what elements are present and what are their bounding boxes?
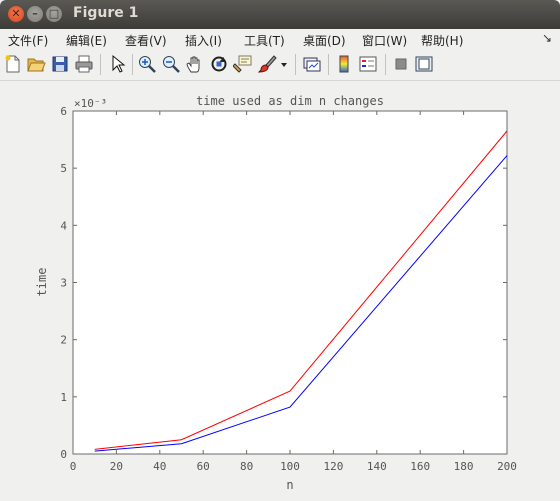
y-tick-label: 4: [60, 219, 67, 232]
menu-bar: 文件(F) 编辑(E) 查看(V) 插入(I) 工具(T) 桌面(D) 窗口(W…: [0, 29, 560, 49]
x-tick-label: 80: [240, 460, 253, 473]
title-bar: ✕ – □ Figure 1: [0, 0, 560, 29]
menu-window[interactable]: 窗口(W): [362, 32, 407, 49]
y-tick-label: 3: [60, 277, 67, 290]
y-tick-label: 1: [60, 391, 67, 404]
print-icon[interactable]: [74, 54, 94, 74]
y-axis-label: time: [35, 268, 49, 297]
menu-edit[interactable]: 编辑(E): [66, 32, 107, 49]
y-tick-label: 6: [60, 105, 67, 118]
menu-tools[interactable]: 工具(T): [244, 32, 285, 49]
x-axis-label: n: [286, 478, 293, 492]
menu-file[interactable]: 文件(F): [8, 32, 48, 49]
y-tick-label: 2: [60, 334, 67, 347]
hide-plot-tools-icon[interactable]: [391, 54, 411, 74]
x-tick-label: 60: [197, 460, 210, 473]
chart-title: time used as dim n changes: [196, 94, 384, 108]
x-tick-label: 140: [367, 460, 387, 473]
menu-help[interactable]: 帮助(H): [421, 32, 463, 49]
y-tick-label: 0: [60, 448, 67, 461]
menu-insert[interactable]: 插入(I): [185, 32, 222, 49]
toolbar-separator: [328, 54, 329, 75]
plot-canvas[interactable]: 0 20 40 60 80 100 120 140 160 180 200 0 1 2 3 4 5 6 time …: [0, 81, 560, 501]
zoom-in-icon[interactable]: [137, 54, 157, 74]
minimize-window-button[interactable]: –: [27, 6, 43, 22]
pointer-icon[interactable]: [107, 54, 127, 74]
figure-canvas[interactable]: 0 20 40 60 80 100 120 140 160 180 200 0 1 2 3 4 5 6 time …: [0, 81, 560, 501]
figure-toolbar: [0, 50, 560, 81]
toolbar-separator: [295, 54, 296, 75]
save-icon[interactable]: [50, 54, 70, 74]
window-title: Figure 1: [73, 5, 138, 21]
x-tick-label: 40: [153, 460, 166, 473]
y-axis-exponent: ×10⁻³: [74, 97, 107, 110]
show-plot-tools-icon[interactable]: [414, 54, 434, 74]
x-tick-label: 200: [497, 460, 517, 473]
toolbar-separator: [132, 54, 133, 75]
data-cursor-icon[interactable]: [233, 54, 253, 74]
y-tick-label: 5: [60, 162, 67, 175]
x-tick-label: 0: [70, 460, 77, 473]
open-file-icon[interactable]: [26, 54, 46, 74]
colorbar-icon[interactable]: [334, 54, 354, 74]
x-tick-label: 100: [280, 460, 300, 473]
brush-dropdown-icon[interactable]: [279, 54, 289, 74]
toolbar-separator: [385, 54, 386, 75]
pan-hand-icon[interactable]: [185, 54, 205, 74]
x-tick-label: 160: [410, 460, 430, 473]
zoom-out-icon[interactable]: [161, 54, 181, 74]
menu-overflow-icon[interactable]: ↘: [542, 31, 552, 45]
close-window-button[interactable]: ✕: [8, 6, 24, 22]
maximize-window-button[interactable]: □: [46, 6, 62, 22]
new-figure-icon[interactable]: [3, 54, 23, 74]
x-tick-label: 120: [323, 460, 343, 473]
axes-box[interactable]: [73, 111, 507, 454]
menu-view[interactable]: 查看(V): [125, 32, 167, 49]
brush-icon[interactable]: [257, 54, 277, 74]
menu-desktop[interactable]: 桌面(D): [303, 32, 346, 49]
x-tick-label: 180: [454, 460, 474, 473]
link-plot-icon[interactable]: [302, 54, 322, 74]
toolbar-separator: [100, 54, 101, 75]
rotate-3d-icon[interactable]: [209, 54, 229, 74]
legend-icon[interactable]: [358, 54, 378, 74]
x-tick-label: 20: [110, 460, 123, 473]
